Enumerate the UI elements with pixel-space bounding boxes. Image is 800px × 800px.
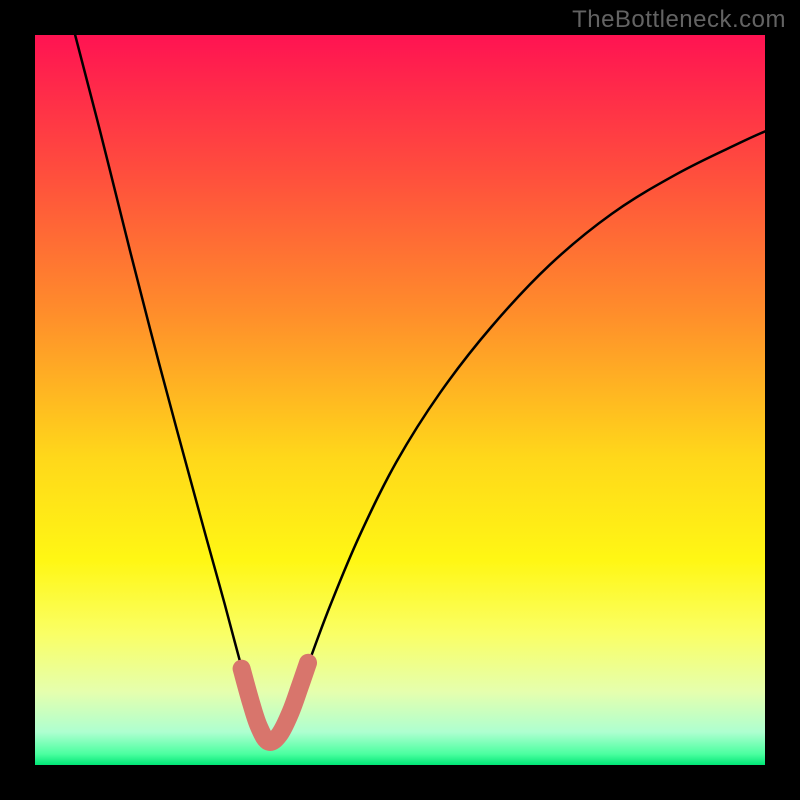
watermark-text: TheBottleneck.com	[572, 6, 786, 34]
plot-area	[35, 35, 765, 765]
chart-container: TheBottleneck.com	[0, 0, 800, 800]
curve-layer	[35, 35, 765, 765]
valley-highlight	[242, 663, 308, 742]
bottleneck-curve	[75, 35, 765, 747]
